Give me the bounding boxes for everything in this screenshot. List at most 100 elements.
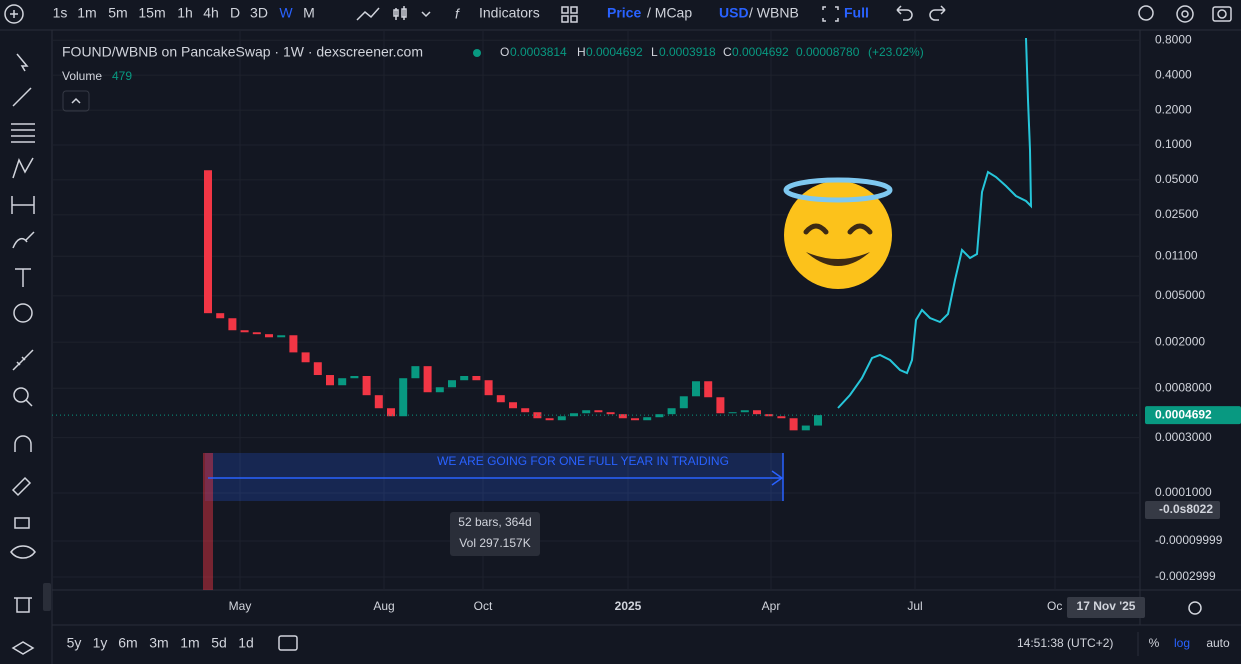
fullscreen-icon[interactable] [822,6,839,22]
candle [216,313,225,319]
interval-button[interactable]: 1h [177,5,193,21]
candle [460,376,469,381]
range-button[interactable]: 6m [118,635,137,651]
undo[interactable] [896,5,913,21]
candle [618,414,627,419]
y-tick-label: 0.0003000 [1155,430,1212,444]
candle [570,413,578,417]
candle [289,335,298,353]
annotation-box[interactable] [205,453,783,501]
candle [704,381,713,398]
candle [435,387,444,393]
line-tool[interactable] [12,87,32,107]
candle [692,381,700,397]
range-button[interactable]: 3m [149,635,168,651]
interval-button[interactable]: 3D [250,5,268,21]
candle [301,352,310,363]
fib-tool[interactable] [11,123,35,143]
interval-button[interactable]: 4h [203,5,219,21]
brush-tool[interactable] [12,231,35,249]
emoji-halo [783,177,893,203]
pattern-tool[interactable] [12,157,34,179]
chart-title: FOUND/WBNB on PancakeSwap · 1W · dexscre… [62,44,423,60]
candle [277,335,286,338]
candle [399,378,408,417]
crosshair-price: -0.0s8022 [1159,502,1213,516]
layers-tool[interactable] [11,641,35,655]
settings-icon[interactable] [1176,5,1194,23]
interval-button[interactable]: 1s [53,5,68,21]
forecast-line [837,37,1033,409]
range-button[interactable]: 5d [211,635,227,651]
interval-button[interactable]: 1m [77,5,96,21]
y-tick-label: -0.00009999 [1155,533,1223,547]
y-tick-label: 0.2000 [1155,102,1192,116]
candle [362,376,371,396]
legend-label: H [577,45,586,59]
layout-icon[interactable] [561,6,578,23]
collapse-handle[interactable] [43,583,51,611]
legend-value: 0.0003814 [510,45,567,59]
candle [753,410,761,415]
delete-tool[interactable] [14,597,32,613]
range-button[interactable]: 1d [238,635,254,651]
horizontal-grid [52,39,1140,578]
zoom-tool[interactable] [13,387,29,403]
wbnb-toggle[interactable]: / WBNB [749,5,799,21]
y-tick-label: 0.4000 [1155,67,1192,81]
emoji-tool[interactable] [13,303,33,323]
collapse-icon [71,97,81,104]
percent-toggle[interactable]: % [1149,636,1160,650]
legend-value: 0.0003918 [659,45,716,59]
add-icon[interactable] [4,4,24,24]
visibility-tool[interactable] [10,545,36,559]
price-toggle[interactable]: Price [607,5,641,21]
ohlc-legend: O 0.0003814 H 0.0004692 L 0.0003918 C 0.… [500,45,924,59]
indicators-button[interactable]: Indicators [479,5,540,21]
crosshair-date: 17 Nov '25 [1077,599,1136,613]
legend-value: 0.0004692 [586,45,643,59]
candle [411,366,420,379]
lock-tool[interactable] [14,517,30,529]
interval-button[interactable]: 15m [138,5,165,21]
magnet-tool[interactable] [14,435,32,452]
interval-button[interactable]: W [279,5,293,21]
camera-icon[interactable] [1212,6,1232,22]
search-icon[interactable] [1138,5,1154,21]
interval-button[interactable]: D [230,5,240,21]
y-tick-label: 0.0008000 [1155,380,1212,394]
usd-toggle[interactable]: USD [719,5,749,21]
text-tool[interactable] [15,268,31,287]
clock: 14:51:38 (UTC+2) [1017,636,1113,650]
candle [252,332,261,335]
candle-icon[interactable] [393,6,407,20]
x-label: Oc [1047,599,1062,613]
lock-draw-tool[interactable] [11,476,32,497]
ruler-tool[interactable] [12,349,34,371]
date-range-icon[interactable] [278,635,298,651]
zoom-tool [25,399,33,407]
chart-type-icon[interactable] [356,7,380,21]
range-button[interactable]: 5y [67,635,82,651]
measure-tool[interactable] [11,196,35,214]
auto-toggle[interactable]: auto [1206,636,1230,650]
axis-settings[interactable] [1188,601,1202,615]
legend-label: O [500,45,509,59]
range-button[interactable]: 1y [93,635,108,651]
collapse-button[interactable] [62,90,90,112]
candle [582,410,591,414]
dropdown[interactable] [421,11,431,18]
interval-button[interactable]: 5m [108,5,127,21]
interval-button[interactable]: M [303,5,315,21]
price-axis: 0.8000 0.4000 0.2000 0.1000 0.05000 0.02500 0.… [1155,32,1223,583]
cursor-tool[interactable] [16,53,29,72]
mcap-toggle[interactable]: / MCap [647,5,692,21]
volume-label: Volume [62,69,102,83]
x-label: Oct [474,599,493,613]
candle [594,410,603,413]
log-toggle[interactable]: log [1174,636,1190,650]
full-button[interactable]: Full [844,5,869,21]
range-button[interactable]: 1m [180,635,199,651]
candle [313,362,322,376]
crosshair-date-box [1067,597,1145,618]
